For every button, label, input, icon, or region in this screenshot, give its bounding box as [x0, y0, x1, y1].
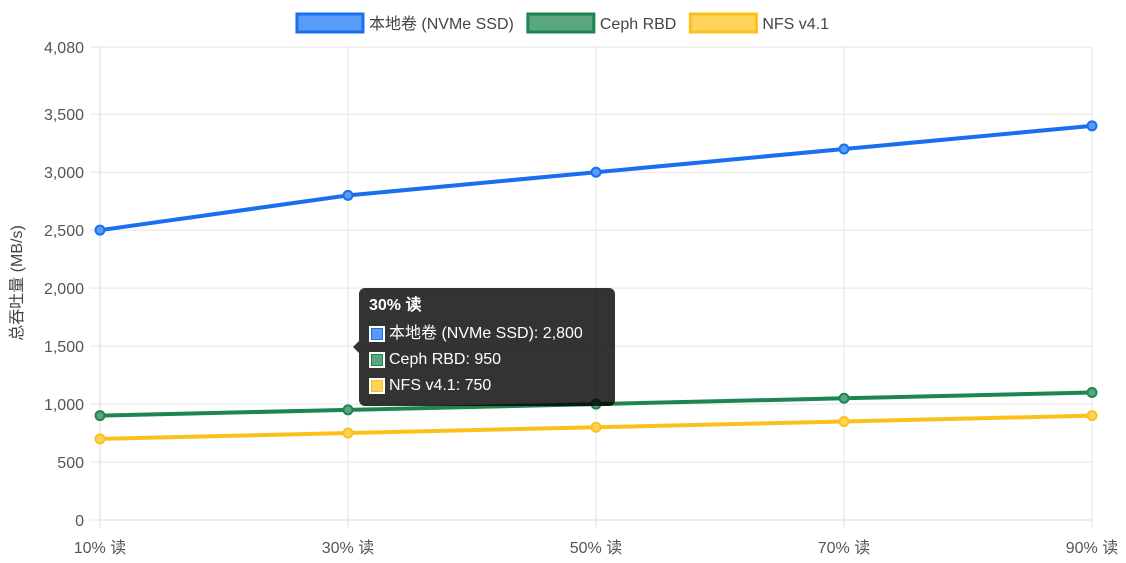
data-point[interactable]: [590, 421, 602, 433]
tooltip-caret: [353, 341, 359, 353]
tooltip-row-label: Ceph RBD: 950: [389, 351, 502, 368]
legend-item[interactable]: 本地卷 (NVMe SSD): [295, 12, 514, 34]
tooltip-swatch: [369, 378, 385, 394]
legend-label: NFS v4.1: [762, 16, 829, 33]
legend-item[interactable]: Ceph RBD: [526, 12, 676, 34]
y-tick-label: 500: [57, 455, 84, 472]
data-point[interactable]: [1086, 120, 1098, 132]
y-tick-label: 2,500: [44, 223, 84, 240]
tooltip-row-label: NFS v4.1: 750: [389, 377, 492, 394]
legend-label: Ceph RBD: [600, 16, 676, 33]
legend-item[interactable]: NFS v4.1: [688, 12, 829, 34]
y-tick-label: 1,000: [44, 397, 84, 414]
axis-layer: 0 500 1,000 1,500 2,000 2,500 3,000 3,500 4,080 1…: [44, 40, 1118, 557]
y-tick-label: 4,080: [44, 40, 84, 57]
data-point[interactable]: [838, 143, 850, 155]
tooltip-row: 本地卷 (NVMe SSD): 2,800: [369, 324, 605, 344]
data-point[interactable]: [838, 392, 850, 404]
y-tick-label: 1,500: [44, 339, 84, 356]
y-tick-label: 2,000: [44, 281, 84, 298]
tooltip-title: 30% 读: [369, 297, 422, 314]
x-tick-label: 10% 读: [74, 539, 126, 557]
y-tick-label: 3,000: [44, 165, 84, 182]
data-point[interactable]: [94, 433, 106, 445]
tooltip-row-label: 本地卷 (NVMe SSD): 2,800: [389, 325, 583, 342]
legend[interactable]: 本地卷 (NVMe SSD) Ceph RBD NFS v4.1: [295, 12, 829, 34]
x-tick-label: 50% 读: [570, 539, 622, 557]
data-point[interactable]: [590, 166, 602, 178]
data-point[interactable]: [342, 427, 354, 439]
legend-swatch: [688, 12, 758, 34]
data-point[interactable]: [838, 415, 850, 427]
chart-tooltip: 30% 读 本地卷 (NVMe SSD): 2,800 Ceph RBD: 95…: [353, 288, 615, 406]
y-tick-label: 3,500: [44, 107, 84, 124]
x-tick-label: 90% 读: [1066, 539, 1118, 557]
tooltip-swatch: [369, 352, 385, 368]
data-point[interactable]: [94, 224, 106, 236]
data-point[interactable]: [342, 189, 354, 201]
data-point[interactable]: [1086, 386, 1098, 398]
data-point[interactable]: [1086, 410, 1098, 422]
tooltip-swatch: [369, 326, 385, 342]
tooltip-row: Ceph RBD: 950: [369, 350, 605, 370]
y-tick-label: 0: [75, 513, 84, 530]
legend-swatch: [526, 12, 596, 34]
legend-label: 本地卷 (NVMe SSD): [369, 15, 514, 33]
x-tick-label: 70% 读: [818, 539, 870, 557]
x-tick-label: 30% 读: [322, 539, 374, 557]
data-point[interactable]: [342, 404, 354, 416]
data-point[interactable]: [94, 410, 106, 422]
y-axis-label: 总吞吐量 (MB/s): [8, 225, 26, 341]
legend-swatch: [295, 12, 365, 34]
tooltip-row: NFS v4.1: 750: [369, 376, 605, 396]
